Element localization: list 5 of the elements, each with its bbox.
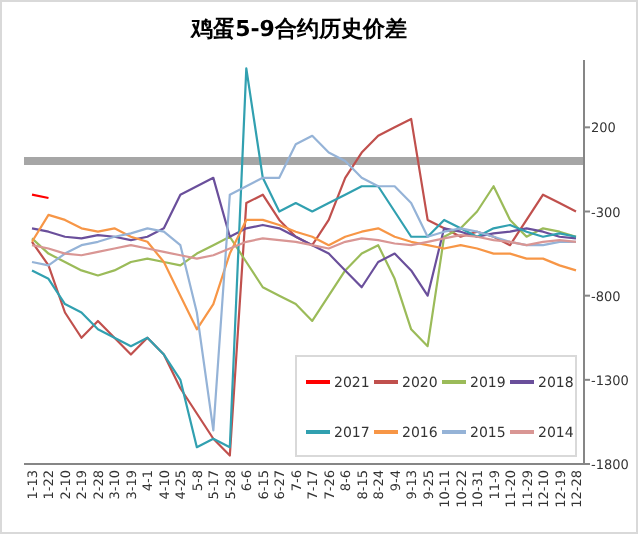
line-series: [30, 185, 578, 348]
line-series: [30, 213, 578, 331]
line-series: [30, 233, 578, 260]
chart-title: 鸡蛋5-9合约历史价差: [189, 16, 407, 42]
line-series: [30, 176, 578, 297]
